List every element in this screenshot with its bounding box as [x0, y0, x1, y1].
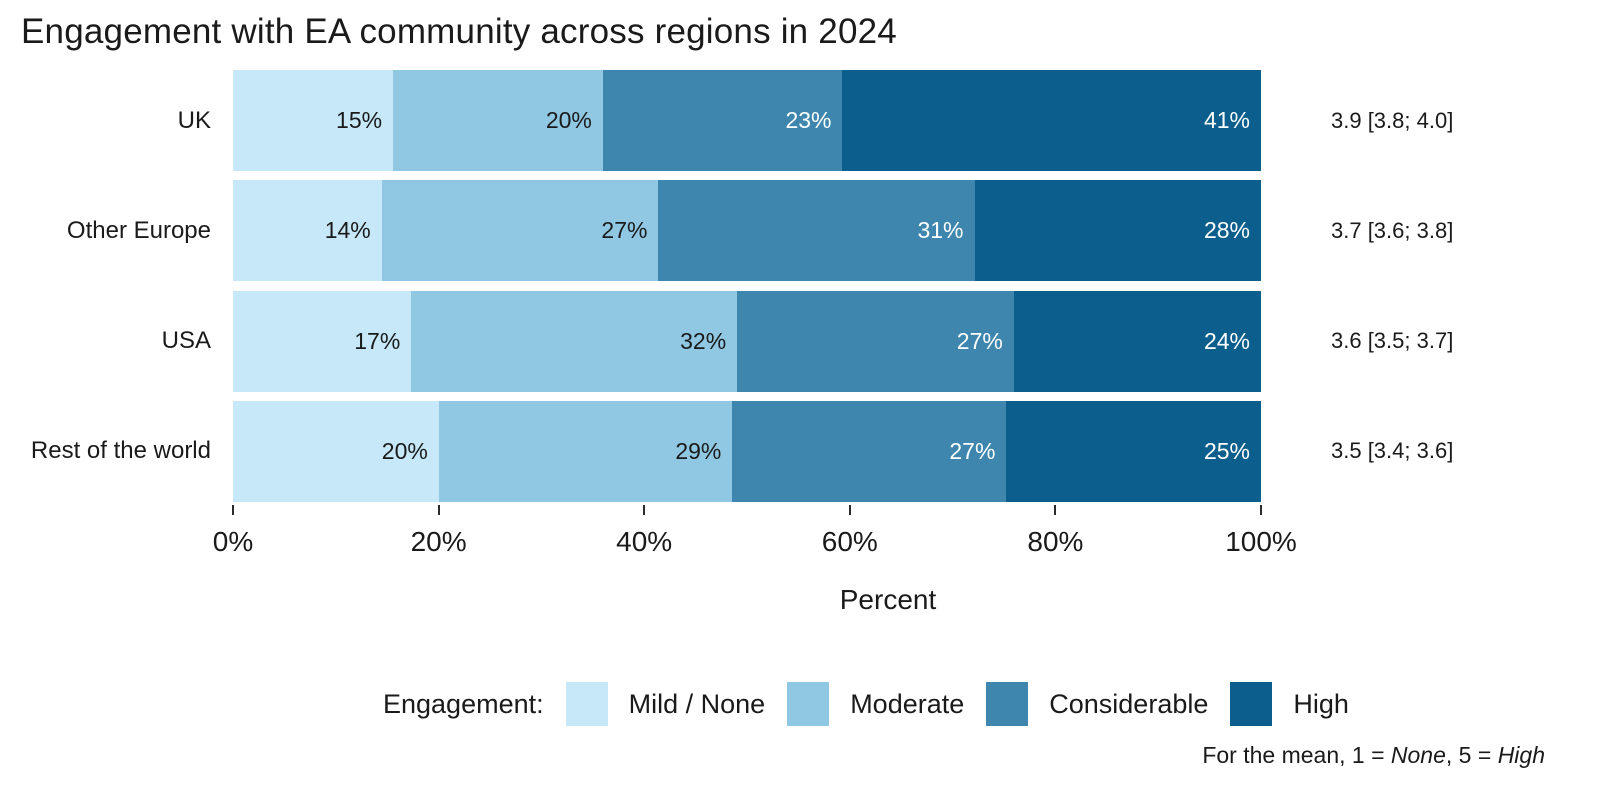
x-axis-tick	[232, 505, 234, 515]
legend-swatch	[1230, 682, 1273, 726]
x-axis-tick-label: 80%	[1027, 526, 1084, 557]
legend-label: Moderate	[850, 688, 965, 719]
legend-swatch	[986, 682, 1029, 726]
x-axis-title: Percent	[839, 584, 937, 615]
footnote-italic-high: High	[1497, 742, 1545, 768]
bar-segment: 24%	[1013, 290, 1261, 392]
bar-segment: 31%	[658, 180, 975, 282]
bar-value-label: 32%	[680, 327, 727, 354]
bar-value-label: 41%	[1203, 107, 1250, 133]
bar-segment: 15%	[233, 70, 394, 171]
x-axis-tick-label: 60%	[821, 526, 878, 557]
footnote: For the mean, 1 = None, 5 = High	[1202, 742, 1545, 769]
bar-value-label: 27%	[949, 437, 996, 464]
bar-value-label: 31%	[917, 217, 964, 244]
legend-item: Considerable	[986, 682, 1208, 726]
legend-label: Considerable	[1049, 688, 1209, 719]
plot-area: 15% 20% 23% 41% 14% 27% 31% 28% 17% 32% 27% 24% 20% 2…	[233, 70, 1262, 502]
mean-label: 3.9 [3.8; 4.0]	[1331, 107, 1454, 133]
region-label: Other Europe	[66, 216, 211, 244]
bar-value-label: 28%	[1203, 217, 1251, 244]
bar-value-label: 27%	[601, 217, 648, 244]
x-axis-tick-label: 20%	[410, 526, 467, 557]
bar-value-label: 24%	[1203, 327, 1250, 354]
legend-item: High	[1230, 682, 1349, 726]
bar-segment: 23%	[602, 70, 843, 171]
legend-item: Moderate	[787, 682, 964, 726]
bar-row: 17% 32% 27% 24%	[233, 290, 1261, 392]
chart-title: Engagement with EA community across regi…	[21, 12, 897, 51]
bar-segment: 27%	[381, 180, 659, 282]
legend-title: Engagement:	[383, 688, 544, 719]
x-axis-tick-label: 40%	[616, 526, 673, 557]
bar-row: 15% 20% 23% 41%	[233, 70, 1261, 171]
bar-segment: 25%	[1006, 400, 1261, 502]
region-label: Rest of the world	[30, 437, 211, 465]
mean-label: 3.5 [3.4; 3.6]	[1331, 438, 1454, 464]
x-axis-tick	[848, 505, 851, 515]
bar-value-label: 20%	[545, 107, 592, 133]
bar-segment: 20%	[233, 400, 439, 502]
legend-swatch	[787, 682, 830, 726]
legend-label: High	[1293, 688, 1349, 719]
mean-label: 3.7 [3.6; 3.8]	[1331, 217, 1454, 243]
x-axis-tick	[1260, 505, 1262, 515]
bar-segment: 41%	[842, 70, 1261, 171]
footnote-italic-none: None	[1390, 742, 1446, 768]
bar-segment: 28%	[974, 180, 1262, 282]
footnote-text: , 5 =	[1445, 742, 1498, 768]
legend-item: Mild / None	[565, 682, 766, 726]
x-axis-tick	[1054, 505, 1057, 515]
bar-row: 14% 27% 31% 28%	[233, 180, 1262, 282]
bar-value-label: 20%	[381, 437, 428, 464]
footnote-text: For the mean, 1 =	[1202, 742, 1391, 768]
legend-swatch	[565, 682, 608, 726]
region-label: USA	[161, 327, 211, 355]
bar-segment: 14%	[233, 180, 382, 282]
bar-segment: 32%	[411, 290, 738, 392]
bar-segment: 20%	[393, 70, 603, 171]
bar-value-label: 17%	[354, 327, 401, 354]
mean-label: 3.6 [3.5; 3.7]	[1331, 328, 1454, 354]
bar-row: 20% 29% 27% 25%	[233, 400, 1261, 502]
x-axis-tick	[643, 505, 646, 515]
bar-value-label: 27%	[956, 327, 1003, 354]
bar-value-label: 15%	[336, 107, 383, 133]
bar-value-label: 25%	[1203, 437, 1250, 464]
bar-segment: 17%	[233, 290, 412, 392]
legend: Engagement: Mild / None Moderate Considera…	[383, 681, 1349, 727]
x-axis-tick-label: 100%	[1225, 526, 1297, 557]
bar-value-label: 29%	[675, 437, 722, 464]
bar-value-label: 23%	[785, 107, 832, 133]
region-label: UK	[177, 106, 211, 134]
x-axis-tick-label: 0%	[212, 526, 254, 557]
bar-segment: 27%	[732, 400, 1007, 502]
x-axis-tick	[437, 505, 440, 515]
bar-segment: 27%	[737, 290, 1014, 392]
legend-label: Mild / None	[628, 688, 766, 719]
bar-segment: 29%	[438, 400, 733, 502]
bar-value-label: 14%	[324, 217, 371, 244]
